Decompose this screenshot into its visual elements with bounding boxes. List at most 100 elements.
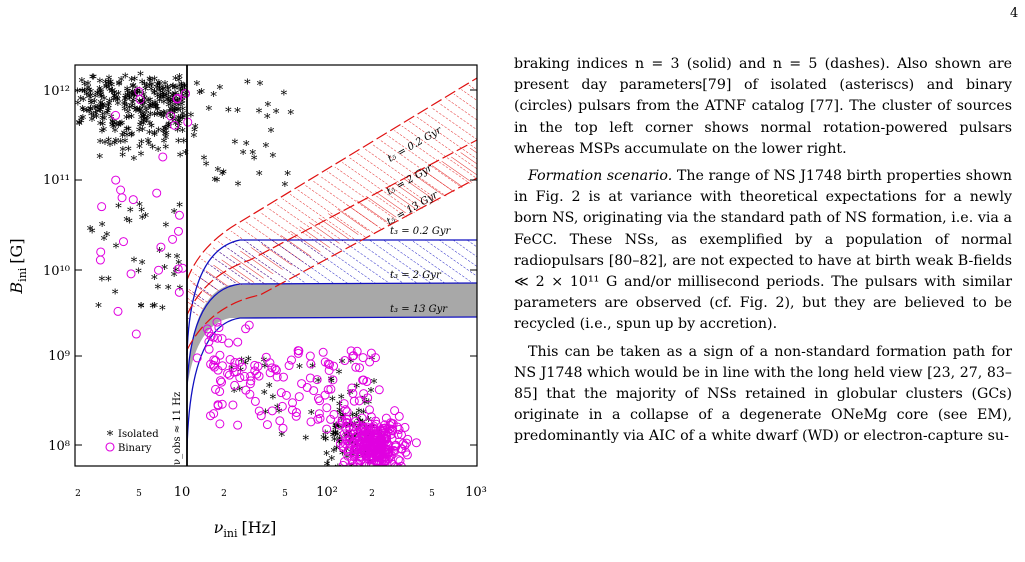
isolated-pulsar-point: * [99,114,106,129]
isolated-pulsar-point: * [108,87,115,102]
y-tick: 10¹² [43,84,70,99]
isolated-pulsar-point: * [139,97,146,112]
isolated-pulsar-point: * [136,200,143,215]
isolated-pulsar-point: * [309,362,316,377]
binary-pulsar-point [152,188,162,198]
isolated-pulsar-point: * [281,88,288,103]
isolated-pulsar-point: * [179,99,186,114]
isolated-pulsar-point: * [217,83,224,98]
binary-pulsar-point [375,465,379,466]
binary-pulsar-point [291,408,301,418]
binary-pulsar-point [215,376,225,386]
isolated-pulsar-point: * [179,126,186,141]
isolated-pulsar-point: * [112,91,119,106]
isolated-pulsar-point: * [154,110,161,125]
isolated-pulsar-point: * [86,85,93,100]
curve-t5-2 [186,139,477,316]
isolated-pulsar-point: * [87,91,94,106]
binary-pulsar-point [267,406,277,416]
binary-pulsar-point [278,423,288,433]
binary-pulsar-point [373,479,381,487]
isolated-pulsar-point: * [175,100,182,115]
isolated-pulsar-point: * [139,125,146,140]
isolated-pulsar-point: * [151,273,158,288]
isolated-pulsar-point: * [225,105,232,120]
isolated-pulsar-point: * [86,106,93,121]
binary-pulsar-point [401,438,411,448]
isolated-pulsar-point: * [191,126,198,141]
isolated-pulsar-point: * [95,301,102,316]
binary-pulsar-point [358,353,368,363]
x-tick: 5 [136,489,142,499]
binary-pulsar-point [322,424,332,434]
isolated-pulsar-point: * [331,446,338,461]
isolated-pulsar-point: * [273,107,280,122]
isolated-pulsar-point: * [78,117,85,132]
isolated-pulsar-point: * [151,88,158,103]
binary-pulsar-point [277,401,287,411]
curve-t3-0.2 [186,239,477,356]
binary-pulsar-point [174,287,184,297]
isolated-pulsar-point: * [121,98,128,113]
isolated-pulsar-point: * [237,385,244,400]
isolated-pulsar-point: * [163,129,170,144]
isolated-pulsar-point: * [174,125,181,140]
isolated-pulsar-point: * [339,449,346,464]
binary-pulsar-point [396,430,406,440]
isolated-pulsar-point: * [349,465,356,480]
binary-pulsar-point [335,438,345,448]
isolated-pulsar-point: * [115,99,122,114]
isolated-pulsar-point: * [94,103,101,118]
isolated-pulsar-point: * [120,145,127,160]
isolated-pulsar-point: * [131,256,138,271]
isolated-pulsar-point: * [92,103,99,118]
binary-pulsar-point [328,375,338,385]
isolated-pulsar-point: * [136,125,143,140]
isolated-pulsar-point: * [138,206,145,221]
isolated-pulsar-point: * [336,436,343,451]
isolated-pulsar-point: * [136,142,143,157]
isolated-pulsar-point: * [123,113,130,128]
isolated-pulsar-point: * [336,367,343,382]
isolated-pulsar-point: * [156,86,163,101]
isolated-pulsar-point: * [235,179,242,194]
isolated-pulsar-point: * [162,129,169,144]
isolated-pulsar-point: * [151,75,158,90]
binary-pulsar-point [223,368,233,378]
binary-pulsar-point [305,373,315,383]
paragraph-caption-continuation: braking indices n = 3 (solid) and n = 5 … [514,56,1012,157]
isolated-pulsar-point: * [333,421,340,436]
isolated-pulsar-point: * [177,86,184,101]
isolated-pulsar-point: * [105,78,112,93]
isolated-pulsar-point: * [245,355,252,370]
isolated-pulsar-point: * [165,101,172,116]
isolated-pulsar-point: * [155,145,162,160]
isolated-pulsar-point: * [232,138,239,153]
isolated-pulsar-point: * [121,105,128,120]
binary-pulsar-point [170,120,180,130]
isolated-pulsar-point: * [91,97,98,112]
x-tick: 10³ [465,485,487,500]
isolated-pulsar-point: * [126,88,133,103]
isolated-pulsar-point: * [81,80,88,95]
binary-pulsar-point [237,362,247,372]
binary-pulsar-point [302,382,312,392]
binary-pulsar-point [215,419,225,429]
isolated-pulsar-point: * [149,142,156,157]
binary-pulsar-point [352,346,362,356]
isolated-pulsar-point: * [219,169,226,184]
isolated-pulsar-point: * [156,96,163,111]
isolated-pulsar-point: * [122,71,129,86]
isolated-pulsar-point: * [180,86,187,101]
binary-pulsar-point [363,440,373,450]
plot-frame [74,64,478,467]
isolated-pulsar-point: * [268,126,275,141]
isolated-pulsar-point: * [118,75,125,90]
binary-pulsar-point [173,93,183,103]
binary-pulsar-point [411,438,421,448]
isolated-pulsar-point: * [137,121,144,136]
binary-pulsar-point [111,175,121,185]
binary-pulsar-point [357,413,367,423]
isolated-pulsar-point: * [141,110,148,125]
label-t3-0.2: t₃ = 0.2 Gyr [390,226,451,237]
